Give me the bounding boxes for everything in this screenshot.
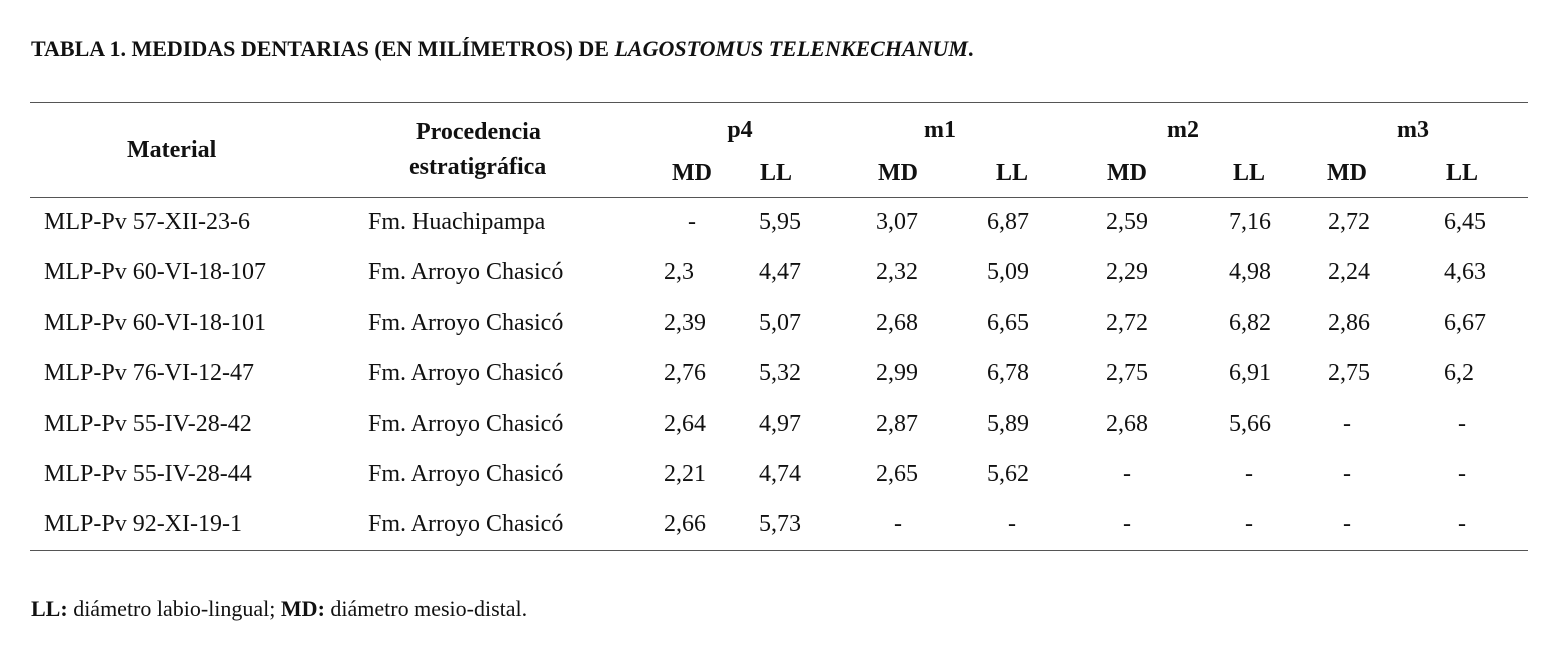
header-sub-ll: LL	[1232, 160, 1265, 186]
cell-value: 2,72	[1328, 209, 1370, 235]
header-group-m2: m2	[1167, 117, 1199, 143]
cell-value: 4,74	[759, 461, 801, 487]
cell-value: 5,32	[759, 360, 801, 387]
cell-value: 5,89	[987, 410, 1029, 437]
cell-value: -	[688, 209, 696, 235]
cell-value: -	[1458, 511, 1466, 538]
cell-procedencia: Fm. Arroyo Chasicó	[368, 410, 564, 437]
footnote-ll-label: LL:	[31, 596, 68, 621]
cell-material: MLP-Pv 57-XII-23-6	[44, 209, 250, 235]
cell-value: 2,68	[876, 309, 918, 336]
cell-value: -	[894, 511, 902, 538]
header-sub-ll: LL	[1445, 160, 1478, 186]
cell-value: 3,07	[876, 209, 918, 235]
cell-value: 6,91	[1229, 360, 1271, 387]
cell-value: 6,45	[1444, 209, 1486, 235]
header-sub-md: MD	[1107, 160, 1147, 186]
cell-value: 2,32	[876, 259, 918, 286]
cell-material: MLP-Pv 55-IV-28-44	[44, 461, 252, 487]
cell-procedencia: Fm. Arroyo Chasicó	[368, 309, 564, 336]
cell-value: 4,97	[759, 410, 801, 437]
cell-procedencia: Fm. Arroyo Chasicó	[368, 461, 564, 487]
cell-value: 2,29	[1106, 259, 1148, 286]
header-sub-md: MD	[672, 160, 712, 186]
header-sub-md: MD	[1327, 160, 1367, 186]
title-suffix: .	[967, 36, 974, 61]
cell-value: 6,78	[987, 360, 1029, 387]
header-procedencia-1: Procedencia	[416, 119, 541, 145]
cell-value: 4,47	[759, 259, 801, 286]
cell-value: 5,62	[987, 461, 1029, 487]
cell-value: 2,59	[1106, 209, 1148, 235]
cell-value: 2,66	[664, 511, 706, 538]
cell-value: 6,65	[987, 309, 1029, 336]
cell-value: -	[1245, 461, 1253, 487]
header-material: Material	[127, 137, 217, 163]
cell-value: -	[1458, 461, 1466, 487]
header-sub-ll: LL	[995, 160, 1028, 186]
cell-value: -	[1123, 511, 1131, 538]
cell-value: 5,66	[1229, 410, 1271, 437]
cell-value: -	[1343, 410, 1351, 437]
cell-value: 2,3	[664, 259, 694, 286]
cell-value: -	[1245, 511, 1253, 538]
cell-value: 2,68	[1106, 410, 1148, 437]
cell-value: 2,65	[876, 461, 918, 487]
header-rule	[30, 197, 1528, 198]
cell-value: -	[1458, 410, 1466, 437]
cell-value: -	[1123, 461, 1131, 487]
cell-value: 2,72	[1106, 309, 1148, 336]
bottom-rule	[30, 550, 1528, 551]
cell-value: 2,76	[664, 360, 706, 387]
footnote-md-text: diámetro mesio-distal.	[324, 596, 528, 621]
cell-material: MLP-Pv 92-XI-19-1	[44, 511, 242, 538]
cell-value: 2,24	[1328, 259, 1370, 286]
header-group-p4: p4	[727, 117, 753, 143]
cell-procedencia: Fm. Arroyo Chasicó	[368, 259, 564, 286]
cell-value: 5,73	[759, 511, 801, 538]
cell-value: 2,39	[664, 309, 706, 336]
cell-value: -	[1008, 511, 1016, 538]
footnote: LL: diámetro labio-lingual; MD: diámetro…	[31, 596, 527, 622]
cell-value: 7,16	[1229, 209, 1271, 235]
cell-value: 5,07	[759, 309, 801, 336]
cell-value: 6,82	[1229, 309, 1271, 336]
cell-value: -	[1343, 511, 1351, 538]
cell-value: 6,67	[1444, 309, 1486, 336]
header-procedencia-2: estratigráfica	[409, 154, 547, 180]
cell-material: MLP-Pv 60-VI-18-101	[44, 309, 266, 336]
table-title: TABLA 1. MEDIDAS DENTARIAS (EN MILÍMETRO…	[31, 36, 973, 62]
cell-value: 2,99	[876, 360, 918, 387]
cell-value: 5,95	[759, 209, 801, 235]
title-text: TABLA 1. MEDIDAS DENTARIAS (EN MILÍMETRO…	[31, 36, 615, 61]
header-group-m1: m1	[924, 117, 956, 143]
cell-value: 2,86	[1328, 309, 1370, 336]
cell-value: -	[1343, 461, 1351, 487]
cell-material: MLP-Pv 76-VI-12-47	[44, 360, 254, 387]
header-group-m3: m3	[1397, 117, 1429, 143]
cell-value: 4,63	[1444, 259, 1486, 286]
title-species: LAGOSTOMUS TELENKECHANUM	[614, 36, 968, 61]
cell-procedencia: Fm. Huachipampa	[368, 209, 546, 235]
cell-value: 2,21	[664, 461, 706, 487]
cell-value: 2,64	[664, 410, 706, 437]
footnote-ll-text: diámetro labio-lingual;	[67, 596, 281, 621]
cell-value: 2,75	[1106, 360, 1148, 387]
header-sub-md: MD	[878, 160, 918, 186]
cell-procedencia: Fm. Arroyo Chasicó	[368, 360, 564, 387]
cell-value: 2,75	[1328, 360, 1370, 387]
cell-value: 6,87	[987, 209, 1029, 235]
cell-material: MLP-Pv 60-VI-18-107	[44, 259, 266, 286]
cell-procedencia: Fm. Arroyo Chasicó	[368, 511, 564, 538]
cell-value: 2,87	[876, 410, 918, 437]
cell-material: MLP-Pv 55-IV-28-42	[44, 410, 252, 437]
cell-value: 4,98	[1229, 259, 1271, 286]
cell-value: 5,09	[987, 259, 1029, 286]
footnote-md-label: MD:	[280, 596, 325, 621]
cell-value: 6,2	[1444, 360, 1474, 387]
header-sub-ll: LL	[759, 160, 792, 186]
top-rule	[30, 102, 1528, 103]
